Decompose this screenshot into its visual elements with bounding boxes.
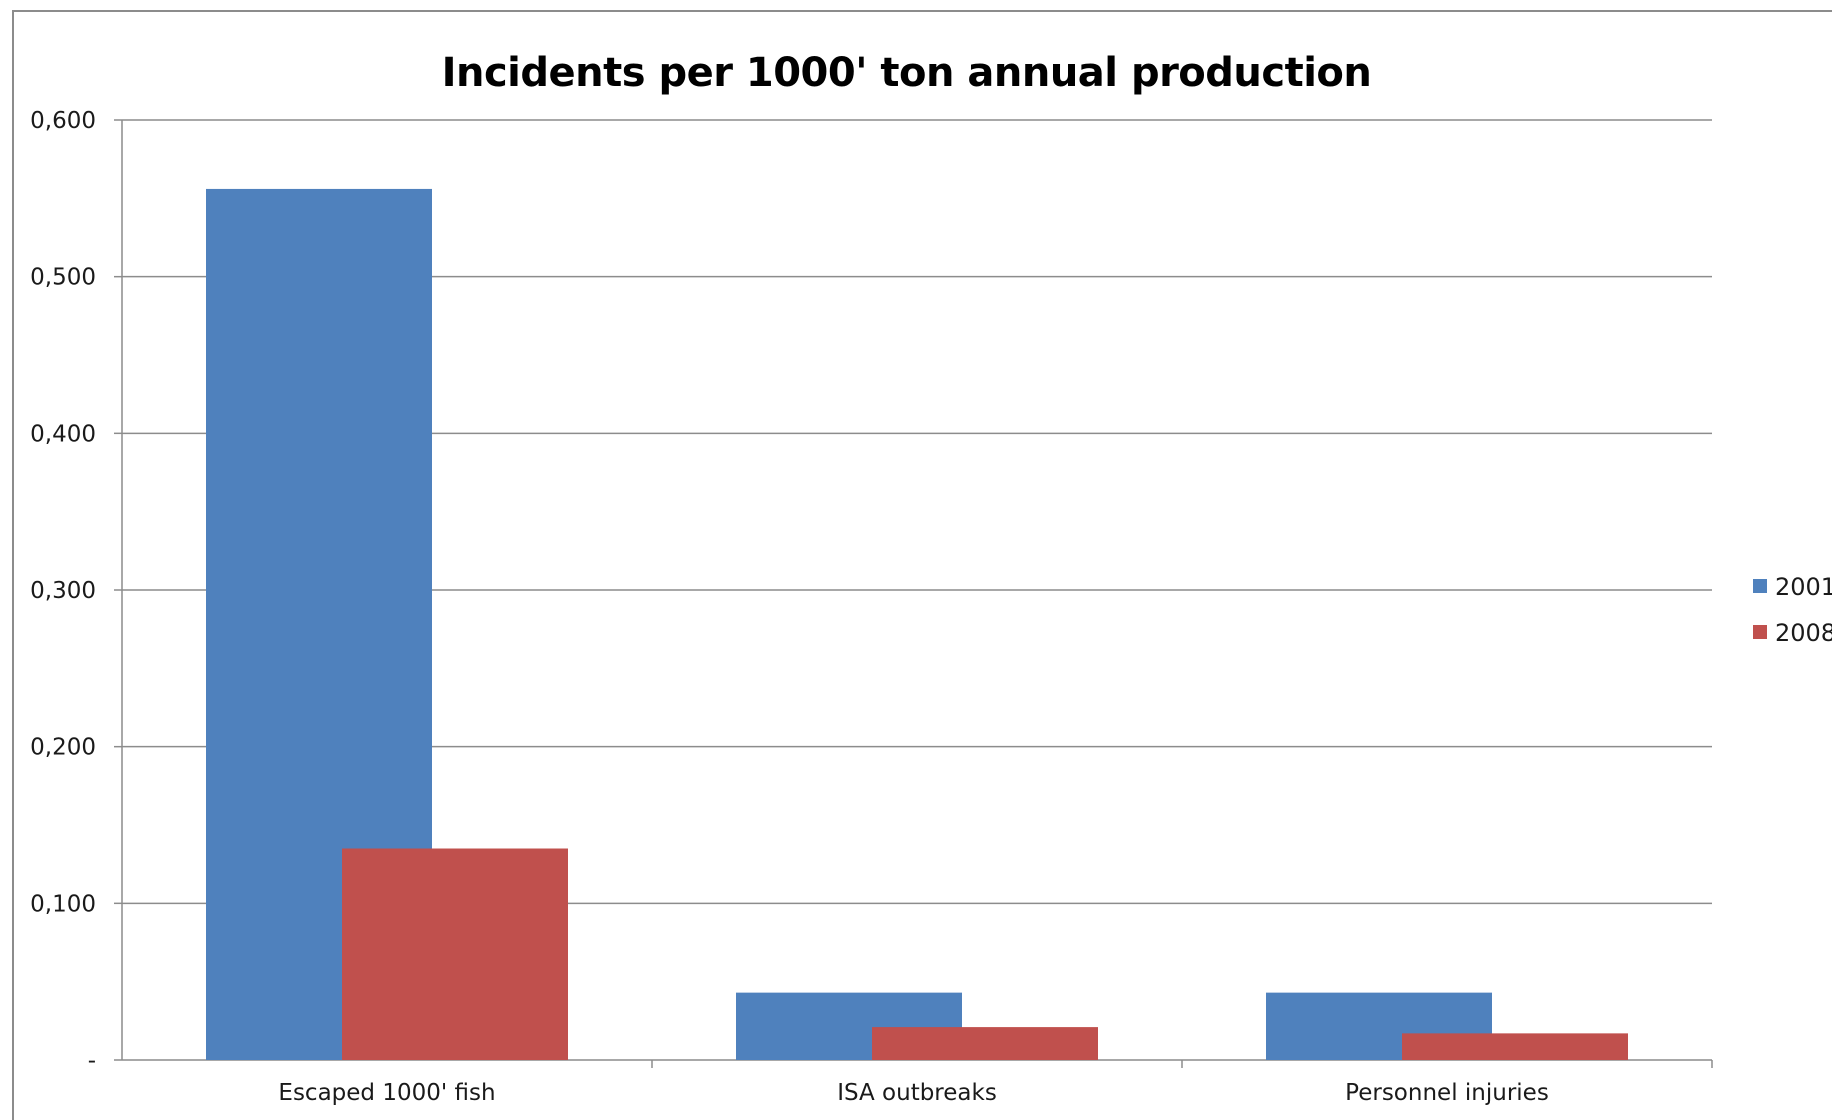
category-label: Escaped 1000' fish <box>278 1080 495 1106</box>
y-tick-label: 0,100 <box>30 891 96 917</box>
y-tick-label: 0,400 <box>30 421 96 447</box>
legend-label-2008: 2008 <box>1775 619 1832 647</box>
chart-title: Incidents per 1000' ton annual productio… <box>441 50 1372 96</box>
bar-2008 <box>872 1027 1098 1060</box>
category-label: ISA outbreaks <box>837 1080 997 1106</box>
legend-label-2001: 2001 <box>1775 573 1832 601</box>
y-tick-label: 0,500 <box>30 265 96 291</box>
category-label: Personnel injuries <box>1345 1080 1549 1106</box>
legend-swatch-2001 <box>1753 579 1767 593</box>
y-tick-label: 0,600 <box>30 108 96 134</box>
y-tick-label: 0,300 <box>30 578 96 604</box>
y-tick-label: - <box>88 1048 96 1074</box>
legend-swatch-2008 <box>1753 625 1767 639</box>
y-tick-label: 0,200 <box>30 735 96 761</box>
bar-2008 <box>1402 1033 1628 1060</box>
bar-2008 <box>342 848 568 1060</box>
chart-frame <box>12 10 1832 1120</box>
